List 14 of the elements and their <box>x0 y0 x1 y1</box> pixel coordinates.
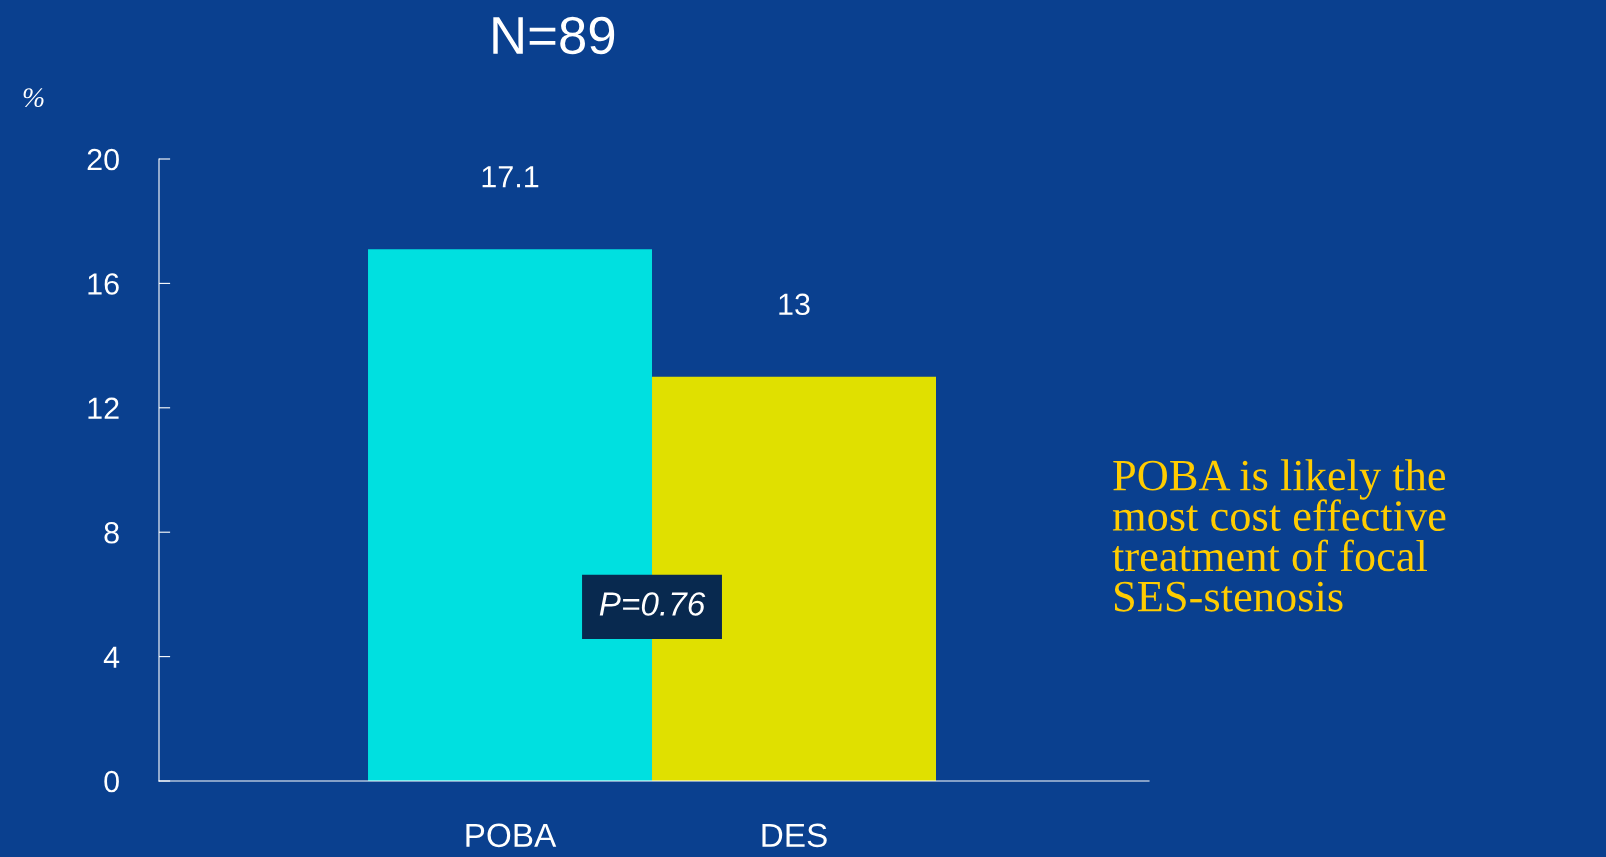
y-tick-label: 8 <box>104 521 119 544</box>
y-tick-label: 12 <box>88 397 119 419</box>
y-tick-label: 20 <box>87 148 119 171</box>
data-label: 13 <box>779 293 810 316</box>
y-tick-label: 4 <box>103 646 120 668</box>
y-tick-label: 0 <box>104 770 119 793</box>
chart-title: N=89 <box>493 16 615 55</box>
x-tick-label: DES <box>762 823 827 848</box>
y-tick-label: 16 <box>88 273 119 295</box>
x-tick-label: POBA <box>466 823 557 848</box>
annotation: P=0.76 <box>599 592 706 616</box>
annotation: POBA is likely the most cost effective treatment of focal SES-stenosis <box>1112 459 1446 612</box>
y-axis-title: % <box>23 88 44 108</box>
data-label: 17.1 <box>482 166 539 188</box>
